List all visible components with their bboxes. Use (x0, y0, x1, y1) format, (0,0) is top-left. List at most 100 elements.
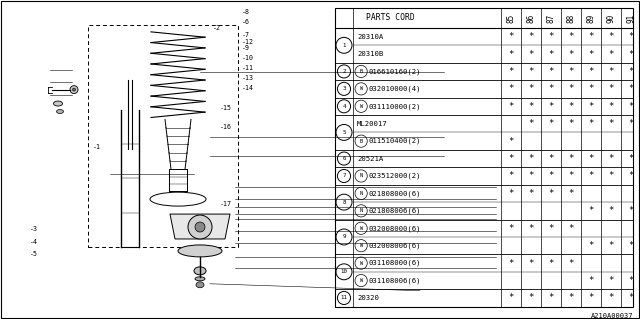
Ellipse shape (54, 101, 63, 106)
Text: *: * (628, 32, 634, 41)
Text: *: * (508, 224, 514, 233)
Text: 89: 89 (586, 13, 595, 22)
Circle shape (195, 222, 205, 232)
Text: 6: 6 (342, 156, 346, 161)
Bar (335, 8, 633, 307)
Ellipse shape (56, 109, 63, 114)
Text: *: * (568, 67, 573, 76)
Text: 021808000(6): 021808000(6) (368, 190, 420, 197)
Text: -16: -16 (220, 124, 232, 131)
Ellipse shape (196, 282, 204, 288)
Text: *: * (568, 119, 573, 128)
Text: *: * (568, 224, 573, 233)
Text: *: * (548, 84, 554, 93)
Text: 3: 3 (342, 86, 346, 92)
Text: *: * (528, 50, 534, 59)
Text: -17: -17 (220, 201, 232, 207)
Text: -12: -12 (242, 39, 254, 45)
Text: *: * (508, 84, 514, 93)
Text: 8: 8 (342, 200, 346, 204)
Text: -1: -1 (93, 144, 101, 150)
Text: *: * (548, 189, 554, 198)
Text: *: * (548, 293, 554, 302)
Ellipse shape (194, 267, 206, 275)
Text: 031110000(2): 031110000(2) (368, 103, 420, 109)
Text: 2: 2 (342, 69, 346, 74)
Text: *: * (608, 102, 614, 111)
Text: *: * (588, 67, 594, 76)
Text: *: * (588, 276, 594, 285)
Text: *: * (508, 259, 514, 268)
Text: N: N (360, 173, 363, 179)
Text: *: * (548, 67, 554, 76)
Text: *: * (528, 102, 534, 111)
Text: *: * (608, 276, 614, 285)
Text: *: * (568, 259, 573, 268)
Text: -9: -9 (242, 45, 250, 51)
Text: *: * (568, 50, 573, 59)
Text: *: * (568, 154, 573, 163)
Text: B: B (360, 69, 363, 74)
Text: *: * (628, 172, 634, 180)
Text: *: * (548, 224, 554, 233)
Text: -8: -8 (242, 9, 250, 15)
Text: *: * (508, 172, 514, 180)
Text: 031108000(6): 031108000(6) (368, 260, 420, 266)
Text: -11: -11 (242, 65, 254, 71)
Text: *: * (528, 67, 534, 76)
Text: N: N (360, 208, 363, 213)
Text: 5: 5 (342, 130, 346, 135)
Text: *: * (588, 172, 594, 180)
Text: 031108006(6): 031108006(6) (368, 277, 420, 284)
Text: *: * (628, 84, 634, 93)
Text: *: * (608, 154, 614, 163)
Text: 20521A: 20521A (357, 156, 383, 162)
Text: 032008000(6): 032008000(6) (368, 225, 420, 231)
Text: *: * (608, 241, 614, 250)
Text: 9: 9 (342, 235, 346, 239)
Text: *: * (628, 50, 634, 59)
Text: *: * (568, 84, 573, 93)
Text: 032008006(6): 032008006(6) (368, 243, 420, 249)
Text: *: * (628, 241, 634, 250)
Text: *: * (628, 293, 634, 302)
Text: *: * (528, 224, 534, 233)
Text: *: * (628, 119, 634, 128)
Text: 20310B: 20310B (357, 51, 383, 57)
Text: *: * (528, 293, 534, 302)
Text: 88: 88 (566, 13, 575, 22)
Text: -15: -15 (220, 105, 232, 110)
Text: *: * (548, 172, 554, 180)
Text: *: * (628, 102, 634, 111)
Text: *: * (588, 119, 594, 128)
Text: *: * (588, 154, 594, 163)
Text: *: * (548, 102, 554, 111)
Text: W: W (360, 86, 363, 92)
Text: -3: -3 (30, 226, 38, 232)
Text: *: * (588, 206, 594, 215)
Text: W: W (360, 260, 363, 266)
Text: *: * (528, 32, 534, 41)
Text: -4: -4 (30, 239, 38, 245)
Text: N: N (360, 191, 363, 196)
Text: *: * (588, 84, 594, 93)
Text: *: * (608, 32, 614, 41)
Text: *: * (628, 154, 634, 163)
Text: 4: 4 (342, 104, 346, 109)
Text: 021808006(6): 021808006(6) (368, 208, 420, 214)
Text: *: * (548, 50, 554, 59)
Text: *: * (548, 119, 554, 128)
Text: 20320: 20320 (357, 295, 379, 301)
Ellipse shape (178, 245, 222, 257)
Text: 7: 7 (342, 173, 346, 179)
Text: *: * (528, 172, 534, 180)
Text: -5: -5 (30, 251, 38, 257)
Text: -6: -6 (242, 19, 250, 25)
Text: *: * (568, 32, 573, 41)
Text: -13: -13 (242, 75, 254, 81)
Text: 20310A: 20310A (357, 34, 383, 40)
Text: *: * (588, 241, 594, 250)
Text: *: * (568, 293, 573, 302)
Text: W: W (360, 226, 363, 231)
Text: *: * (548, 32, 554, 41)
